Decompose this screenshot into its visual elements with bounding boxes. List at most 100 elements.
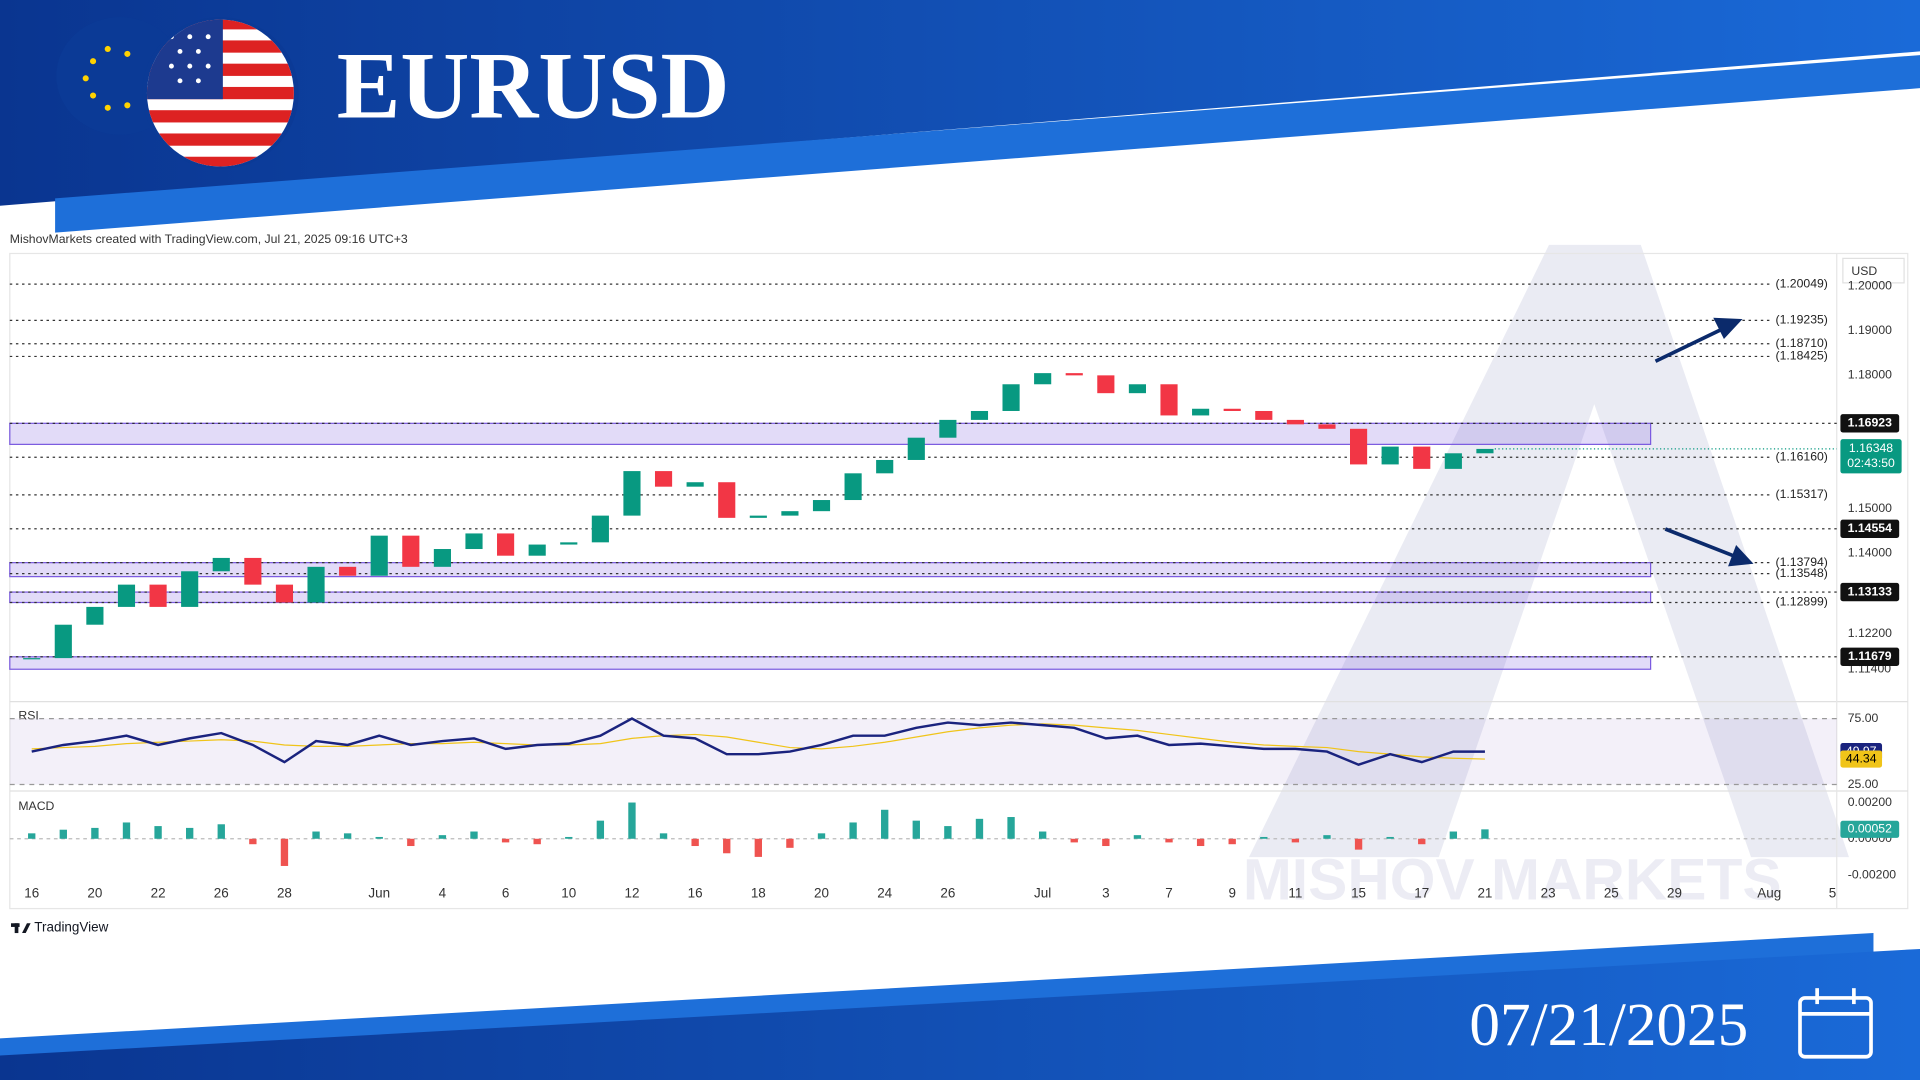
y-tick-label: 1.12200 <box>1848 626 1892 640</box>
candle <box>212 557 230 572</box>
candle <box>1097 375 1115 394</box>
zone <box>9 656 1652 670</box>
candle <box>1286 419 1304 425</box>
header-band <box>0 0 1920 206</box>
x-tick-label: 17 <box>1414 885 1429 900</box>
level-label: (1.18425) <box>1776 349 1828 363</box>
macd-bar <box>1165 838 1173 843</box>
macd-bar <box>470 831 478 839</box>
macd-bar <box>407 838 415 847</box>
x-tick-label: Aug <box>1757 885 1781 900</box>
macd-tick-label: -0.00200 <box>1848 867 1896 881</box>
rsi-ma-line <box>31 723 1485 760</box>
macd-bar <box>312 831 320 839</box>
candle <box>244 557 262 585</box>
level-label: (1.16160) <box>1776 450 1828 464</box>
candle <box>1255 410 1273 420</box>
x-tick-label: 18 <box>751 885 766 900</box>
macd-value-label: 0.00052 <box>1848 822 1892 836</box>
candle <box>844 473 862 501</box>
current-price-box <box>1840 439 1902 474</box>
candle <box>812 500 831 512</box>
candle <box>686 482 704 487</box>
macd-title: MACD <box>18 799 54 813</box>
level-label: (1.18710) <box>1776 336 1828 350</box>
macd-bar <box>659 833 668 839</box>
y-tick-label: 1.14000 <box>1848 546 1892 560</box>
x-tick-label: 11 <box>1288 885 1302 900</box>
macd-bar <box>438 835 447 839</box>
branding: TradingView <box>34 920 108 935</box>
x-tick-label: 12 <box>624 885 639 900</box>
level-label: (1.20049) <box>1776 276 1828 290</box>
candle <box>86 606 104 625</box>
candle <box>433 549 451 567</box>
candle <box>54 624 72 659</box>
candle <box>907 437 925 460</box>
macd-bar <box>186 827 194 839</box>
currency-label: USD <box>1851 264 1877 278</box>
macd-bar <box>912 820 920 839</box>
macd-value-box <box>1840 820 1900 838</box>
arrows <box>1654 317 1754 567</box>
macd-bar <box>1481 829 1489 839</box>
level-label: (1.19235) <box>1776 313 1828 327</box>
attribution: MishovMarkets created with TradingView.c… <box>10 232 408 246</box>
candle <box>307 566 325 603</box>
macd-bar <box>249 838 257 845</box>
candle <box>275 584 294 603</box>
macd-bar <box>91 827 99 839</box>
candle <box>1065 373 1083 376</box>
macd-tick-label: 0.00200 <box>1848 795 1892 809</box>
x-tick-label: 21 <box>1477 885 1492 900</box>
candle <box>1160 384 1178 416</box>
date: 07/21/2025 <box>1469 991 1748 1059</box>
x-tick-label: Jun <box>368 885 390 900</box>
x-tick-label: Jul <box>1034 885 1051 900</box>
rsi-value-box <box>1840 750 1883 768</box>
candle <box>465 533 483 550</box>
macd-bar <box>1102 838 1110 847</box>
macd-bar <box>1449 831 1458 839</box>
x-tick-label: 20 <box>814 885 829 900</box>
header-stripe <box>55 55 1920 233</box>
x-tick-label: 16 <box>688 885 703 900</box>
x-tick-label: 10 <box>561 885 576 900</box>
macd-bar <box>1260 836 1268 839</box>
key-level-box <box>1840 414 1900 433</box>
x-tick-label: 16 <box>24 885 39 900</box>
macd-bar <box>122 822 131 839</box>
footer-band <box>0 948 1920 1080</box>
candle <box>1413 446 1431 469</box>
x-tick-label: 28 <box>277 885 292 900</box>
candle <box>1192 408 1210 416</box>
macd-bar <box>1038 831 1047 839</box>
zone <box>9 591 1652 604</box>
rsi-tick-label: 25.00 <box>1848 777 1879 791</box>
chart-frame <box>9 252 1909 910</box>
key-level-box <box>1840 647 1900 666</box>
currency-box <box>1842 257 1905 284</box>
x-tick-label: 25 <box>1604 885 1619 900</box>
key-level-label: 1.13133 <box>1848 584 1892 598</box>
macd-bar <box>786 838 794 848</box>
current-price-label: 1.16348 <box>1849 441 1893 455</box>
level-label: (1.12899) <box>1776 595 1828 609</box>
countdown: 02:43:50 <box>1847 456 1895 470</box>
candle <box>1350 428 1368 465</box>
macd-bar <box>1007 817 1015 839</box>
macd-bar <box>975 818 984 839</box>
candle <box>876 459 894 474</box>
macd-bar <box>754 838 762 857</box>
candle <box>339 566 357 576</box>
candle <box>117 584 136 607</box>
macd-bar <box>596 820 605 839</box>
candle <box>749 515 767 518</box>
candle <box>1223 408 1241 411</box>
x-tick-label: 9 <box>1228 885 1235 900</box>
x-tick-label: 26 <box>214 885 229 900</box>
macd-bar <box>1418 838 1426 845</box>
level-label: (1.13548) <box>1776 566 1828 580</box>
